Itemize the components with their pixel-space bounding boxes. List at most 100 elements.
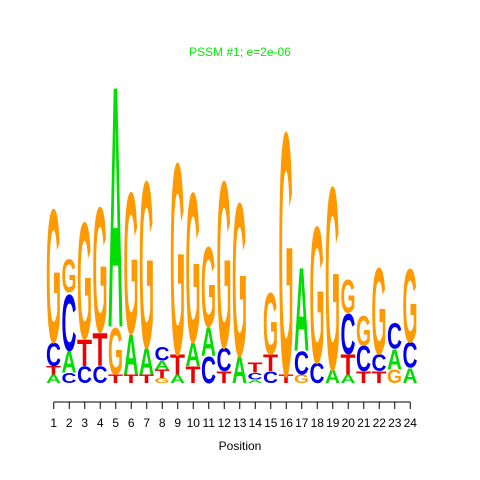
x-tick-label-14: 14 [249,416,263,430]
x-tick-label-3: 3 [81,416,88,430]
x-tick-label-23: 23 [388,416,402,430]
logo-letter-g-pos-6-2: G [124,152,139,377]
x-tick-label-17: 17 [295,416,309,430]
logo-letter-g-pos-21-2: G [356,308,371,356]
x-tick-label-15: 15 [264,416,278,430]
logo-letter-t-pos-16-0: T [279,373,294,386]
logo-letter-g-pos-11-2: G [201,225,216,352]
logo-letter-g-pos-20-3: G [341,269,356,323]
logo-letter-t-pos-22-0: T [372,369,387,387]
logo-letter-g-pos-2-3: G [62,249,77,303]
x-tick-label-6: 6 [128,416,135,430]
x-tick-label-18: 18 [311,416,325,430]
logo-letter-g-pos-23-0: G [387,367,402,388]
logo-letter-t-pos-15-1: T [263,350,278,377]
logo-letter-a-pos-13-0: A [232,348,247,391]
logo-letter-c-pos-24-1: C [403,337,418,376]
logo-letter-g-pos-10-2: G [186,149,201,388]
logo-letter-g-pos-4-2: G [93,170,108,370]
logo-letter-g-pos-15-2: G [263,274,278,373]
logo-letter-g-pos-12-2: G [217,131,232,397]
x-tick-label-24: 24 [404,416,418,430]
logo-letter-c-pos-15-0: C [263,368,278,387]
x-axis: 1 2 3 4 5 6 7 8 9 10 11 12 13 14 15 16 17 18 19 20 21 22 23 24 [50,401,418,430]
logo-letter-g-pos-22-2: G [372,242,387,380]
logo-letter-g-pos-16-1: G [279,61,294,449]
logo-letter-g-pos-7-2: G [139,131,154,397]
logo-letter-t-pos-5-0: T [108,373,123,386]
logo-letter-g-pos-5-1: G [108,316,123,389]
logo-letter-t-pos-3-1: T [77,331,92,374]
logo-letter-t-pos-9-1: T [170,349,185,381]
logo-letter-c-pos-17-1: C [294,344,309,381]
x-tick-label-8: 8 [159,416,166,430]
logo-letter-c-pos-23-2: C [387,318,402,357]
x-tick-label-22: 22 [373,416,387,430]
logo-letter-a-pos-10-1: A [186,336,201,373]
x-tick-label-12: 12 [218,416,232,430]
logo-letter-a-pos-5-2: A [108,13,123,400]
logo-letter-a-pos-9-0: A [170,372,185,385]
logo-letter-c-pos-1-2: C [46,336,61,373]
x-tick-label-1: 1 [50,416,57,430]
x-tick-label-10: 10 [187,416,201,430]
logo-letter-c-pos-2-0: C [62,370,77,386]
x-tick-label-11: 11 [203,416,216,430]
logo-letter-t-pos-7-0: T [139,373,154,386]
logo-letter-t-pos-8-1: T [155,368,170,381]
x-tick-label-4: 4 [97,416,104,430]
logo-letter-t-pos-14-2: T [248,361,264,377]
logo-letter-t-pos-21-0: T [356,369,371,387]
logo-letter-c-pos-4-0: C [93,362,108,389]
logo-letter-a-pos-2-1: A [62,345,77,380]
logo-letter-c-pos-22-1: C [372,350,387,377]
logo-letter-c-pos-20-2: C [341,303,356,367]
logo-letter-t-pos-20-1: T [341,349,356,381]
logo-letter-a-pos-8-2: A [155,359,170,372]
logo-letter-g-pos-24-2: G [403,247,418,364]
logo-letter-a-pos-19-0: A [325,367,340,388]
x-tick-label-16: 16 [280,416,294,430]
x-tick-label-19: 19 [326,416,340,430]
logo-letter-c-pos-21-1: C [356,340,371,379]
logo-letter-a-pos-17-2: A [294,245,309,377]
logo-letter-t-pos-4-1: T [93,324,108,377]
x-axis-label: Position [219,439,262,453]
logo-letter-a-pos-11-1: A [201,319,216,364]
logo-letter-c-pos-12-1: C [217,341,232,378]
logo-letter-c-pos-8-3: C [155,344,170,365]
logo-letter-t-pos-10-0: T [186,362,201,389]
logo-letter-a-pos-23-1: A [387,344,402,376]
x-tick-label-13: 13 [233,416,247,430]
logo-letter-g-pos-9-2: G [170,107,185,413]
logo-letter-a-pos-24-0: A [403,365,418,388]
logo-letter-c-pos-2-2: C [62,276,77,368]
logo-letter-g-pos-17-0: G [294,373,309,386]
logo-letter-c-pos-14-1: C [248,371,263,382]
logo-letter-c-pos-18-0: C [310,358,325,390]
x-tick-label-21: 21 [357,416,371,430]
logo-letter-g-pos-19-1: G [325,134,340,426]
x-tick-label-7: 7 [143,416,150,430]
logo-letter-c-pos-11-0: C [201,348,216,391]
logo-letter-a-pos-14-0: A [248,379,263,384]
logo-letter-g-pos-18-1: G [310,186,325,404]
logo-letter-a-pos-6-1: A [124,324,139,388]
logo-letter-g-pos-13-1: G [232,157,247,402]
chart-title: PSSM #1; e=2e-06 [189,45,291,59]
logo-letter-g-pos-8-0: G [155,377,170,385]
x-tick-label-2: 2 [66,416,73,430]
logo-letter-t-pos-1-1: T [46,365,61,378]
logo-letter-a-pos-7-1: A [139,340,154,383]
logo-letter-a-pos-1-0: A [46,372,61,385]
logo-letter-g-pos-1-3: G [46,169,61,383]
logo-letter-a-pos-20-0: A [341,372,356,385]
x-tick-label-5: 5 [112,416,119,430]
logo-letter-c-pos-3-0: C [77,362,92,389]
logo-letter-t-pos-12-0: T [217,369,232,387]
logo-letter-t-pos-6-0: T [124,373,139,386]
x-tick-label-20: 20 [342,416,356,430]
logo-letter-g-pos-3-2: G [77,189,92,374]
